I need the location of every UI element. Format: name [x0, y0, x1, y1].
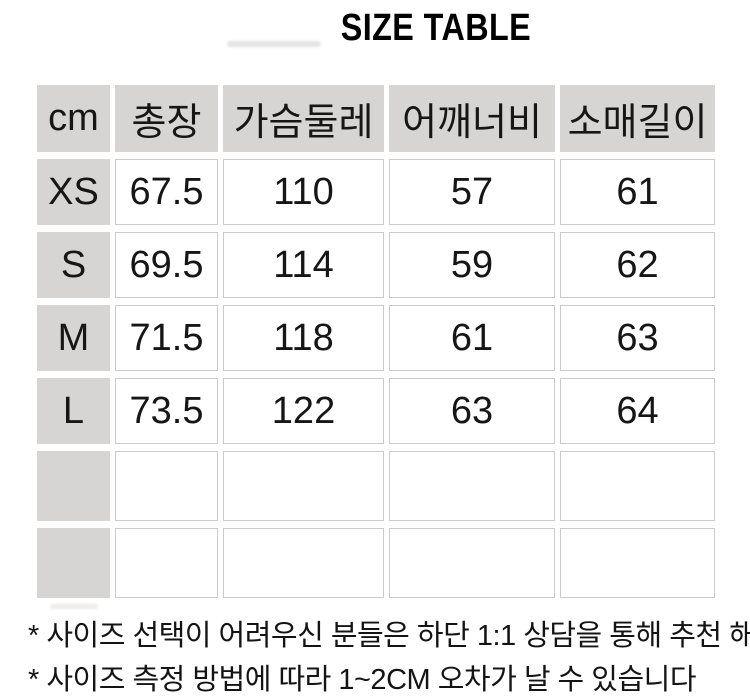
- table-row-s: S 69.5 114 59 62: [37, 232, 715, 298]
- row-label: XS: [37, 159, 110, 225]
- page-title-text: SIZE TABLE: [340, 7, 532, 49]
- page-title: SIZE TABLE: [61, 7, 750, 50]
- table-row-xs: XS 67.5 110 57 61: [37, 159, 715, 225]
- note-measurement-tolerance: * 사이즈 측정 방법에 따라 1~2CM 오차가 날 수 있습니다: [28, 664, 697, 696]
- table-row-m: M 71.5 118 61 63: [37, 305, 715, 371]
- table-cell: 110: [223, 159, 384, 225]
- column-header-shoulder: 어깨너비: [389, 85, 555, 152]
- table-cell: 122: [223, 378, 384, 444]
- table-row-l: L 73.5 122 63 64: [37, 378, 715, 444]
- table-cell: 114: [223, 232, 384, 298]
- column-header-sleeve: 소매길이: [560, 85, 715, 152]
- table-row-empty: [37, 451, 715, 521]
- faint-watermark: [50, 604, 98, 609]
- size-table: cm 총장 가슴둘레 어깨너비 소매길이 XS 67.5 110 57 61 S…: [32, 78, 720, 605]
- table-cell: [560, 528, 715, 598]
- row-label: L: [37, 378, 110, 444]
- note-size-recommendation: * 사이즈 선택이 어려우신 분들은 하단 1:1 상담을 통해 추천 해드립니…: [28, 620, 750, 652]
- table-cell: 118: [223, 305, 384, 371]
- row-label: M: [37, 305, 110, 371]
- faint-watermark: [227, 41, 321, 47]
- row-label: [37, 528, 110, 598]
- table-row-empty: [37, 528, 715, 598]
- table-cell: [389, 528, 555, 598]
- column-header-chest: 가슴둘레: [223, 85, 384, 152]
- table-cell: 61: [389, 305, 555, 371]
- table-cell: 63: [560, 305, 715, 371]
- table-cell: 57: [389, 159, 555, 225]
- header-row: cm 총장 가슴둘레 어깨너비 소매길이: [37, 85, 715, 152]
- table-cell: 69.5: [115, 232, 218, 298]
- table-cell: 59: [389, 232, 555, 298]
- table-cell: [560, 451, 715, 521]
- table-cell: [389, 451, 555, 521]
- table-cell: 71.5: [115, 305, 218, 371]
- table-cell: [115, 528, 218, 598]
- table-cell: 73.5: [115, 378, 218, 444]
- table-cell: 61: [560, 159, 715, 225]
- table-cell: 67.5: [115, 159, 218, 225]
- table-cell: 64: [560, 378, 715, 444]
- table-cell: [223, 528, 384, 598]
- table-cell: [223, 451, 384, 521]
- row-label: [37, 451, 110, 521]
- table-cell: [115, 451, 218, 521]
- column-header-total-length: 총장: [115, 85, 218, 152]
- column-header-unit: cm: [37, 85, 110, 152]
- row-label: S: [37, 232, 110, 298]
- table-cell: 62: [560, 232, 715, 298]
- table-cell: 63: [389, 378, 555, 444]
